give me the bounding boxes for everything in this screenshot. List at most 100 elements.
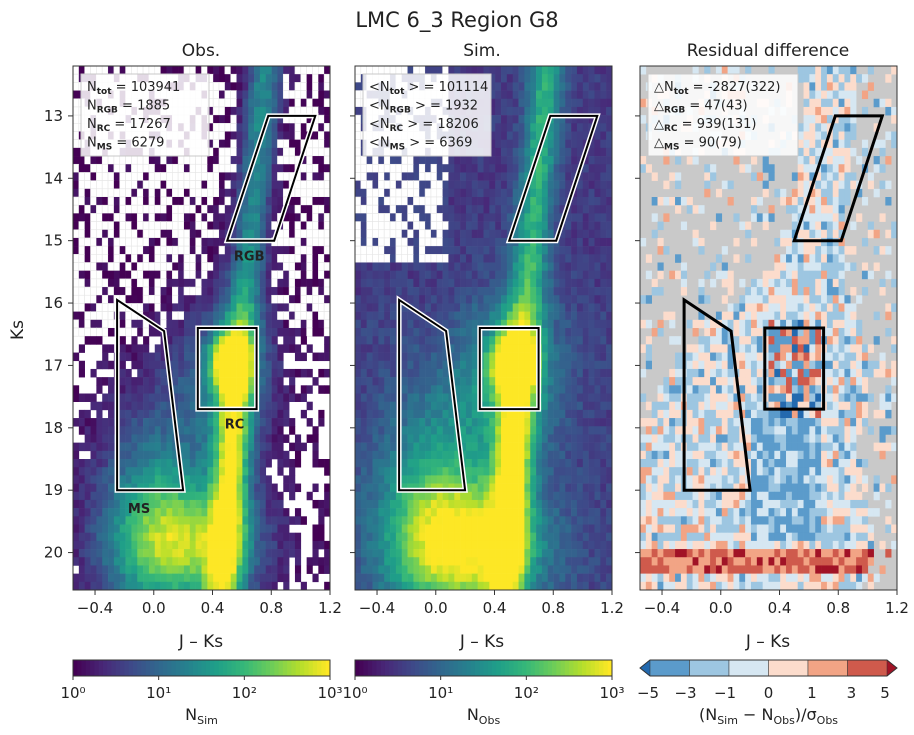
heatmap-cell — [201, 467, 208, 476]
heatmap-cell — [96, 426, 103, 435]
heatmap-cell — [565, 344, 572, 353]
heatmap-cell — [113, 287, 121, 296]
heatmap-cell — [495, 188, 502, 198]
heatmap-cell — [360, 352, 367, 362]
heatmap-cell — [288, 270, 296, 280]
heatmap-cell — [378, 385, 385, 394]
heatmap-cell — [541, 311, 549, 321]
heatmap-cell — [366, 393, 373, 402]
heatmap-cell — [588, 278, 595, 288]
heatmap-cell — [378, 434, 385, 443]
heatmap-cell — [501, 270, 508, 280]
heatmap-cell — [512, 74, 519, 83]
heatmap-cell — [448, 467, 455, 476]
heatmap-cell — [425, 442, 432, 452]
heatmap-cell — [483, 213, 490, 222]
heatmap-cell — [207, 418, 214, 427]
heatmap-cell — [512, 336, 519, 345]
heatmap-cell — [541, 115, 549, 124]
heatmap-cell — [265, 311, 272, 321]
heatmap-cell — [465, 180, 473, 190]
heatmap-cell — [600, 131, 607, 140]
heatmap-cell — [201, 66, 208, 75]
heatmap-cell — [324, 164, 330, 173]
heatmap-cell — [530, 197, 537, 206]
heatmap-cell — [213, 278, 220, 288]
heatmap-cell — [189, 270, 196, 280]
heatmap-cell — [172, 368, 179, 378]
heatmap-cell — [84, 491, 91, 501]
heatmap-cell — [506, 368, 513, 378]
stats-line: Ntot = 103941 — [87, 80, 180, 97]
heatmap-cell — [289, 426, 296, 435]
heatmap-cell — [136, 163, 144, 173]
heatmap-cell — [125, 286, 132, 296]
heatmap-cell — [323, 188, 330, 198]
heatmap-cell — [471, 491, 478, 501]
heatmap-cell — [183, 352, 191, 362]
heatmap-cell — [512, 66, 519, 75]
heatmap-cell — [288, 147, 296, 157]
heatmap-cell — [547, 287, 554, 296]
heatmap-cell — [355, 393, 362, 402]
heatmap-cell — [283, 164, 290, 173]
heatmap-cell — [131, 327, 138, 337]
heatmap-cell — [530, 229, 537, 239]
heatmap-cell — [324, 549, 330, 558]
heatmap-cell — [96, 401, 103, 411]
heatmap-cell — [207, 196, 214, 206]
heatmap-cell — [148, 213, 156, 222]
heatmap-cell — [96, 442, 103, 452]
heatmap-cell — [242, 475, 249, 484]
heatmap-cell — [119, 204, 126, 214]
heatmap-cell — [454, 311, 461, 321]
heatmap-cell — [201, 426, 208, 435]
heatmap-cell — [172, 532, 179, 542]
heatmap-cell — [183, 418, 191, 427]
heatmap-cell — [324, 467, 330, 476]
heatmap-cell — [360, 442, 367, 452]
heatmap-cell — [178, 573, 185, 583]
heatmap-cell — [530, 336, 537, 345]
heatmap-cell — [489, 434, 496, 443]
heatmap-cell — [288, 319, 296, 329]
heatmap-cell — [477, 246, 484, 255]
heatmap-cell — [378, 287, 385, 296]
heatmap-cell — [201, 172, 208, 181]
heatmap-cell — [73, 90, 80, 100]
heatmap-cell — [113, 565, 121, 574]
heatmap-cell — [425, 352, 432, 362]
heatmap-cell — [501, 459, 508, 468]
heatmap-cell — [436, 237, 443, 247]
heatmap-cell — [108, 491, 115, 501]
heatmap-cell — [212, 123, 220, 132]
heatmap-cell — [154, 532, 161, 542]
heatmap-cell — [489, 303, 496, 312]
heatmap-cell — [547, 188, 554, 198]
heatmap-cell — [366, 221, 373, 231]
heatmap-cell — [90, 188, 97, 198]
heatmap-cell — [230, 156, 237, 165]
heatmap-cell — [248, 147, 255, 157]
heatmap-cell — [442, 385, 449, 394]
heatmap-cell — [213, 549, 220, 558]
heatmap-cell — [195, 442, 202, 452]
region-ms — [116, 298, 185, 492]
heatmap-cell — [166, 237, 173, 247]
heatmap-cell — [213, 581, 220, 590]
heatmap-cell — [471, 426, 478, 435]
heatmap-cell — [378, 205, 385, 214]
heatmap-cell — [224, 524, 231, 533]
heatmap-cell — [195, 409, 202, 419]
heatmap-cell — [166, 221, 173, 231]
heatmap-cell — [166, 328, 173, 337]
heatmap-cell — [78, 483, 85, 493]
heatmap-cell — [418, 245, 426, 255]
heatmap-cell — [259, 295, 267, 304]
heatmap-cell — [171, 204, 179, 214]
heatmap-cell — [536, 262, 543, 271]
heatmap-cell — [424, 196, 432, 206]
heatmap-cell — [236, 278, 243, 288]
heatmap-cell — [536, 287, 543, 296]
heatmap-cell — [259, 467, 267, 476]
